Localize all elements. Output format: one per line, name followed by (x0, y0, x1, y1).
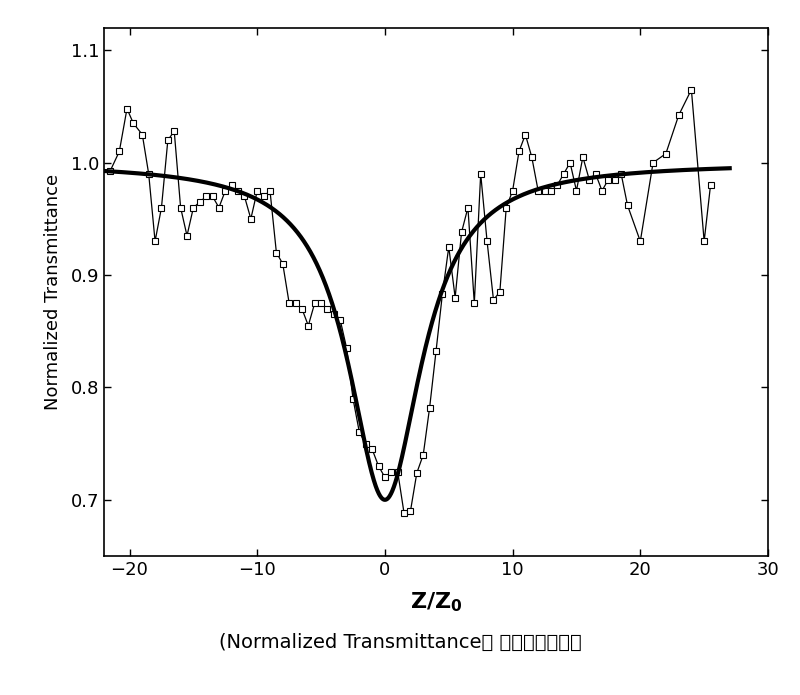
Y-axis label: Normalized Transmittance: Normalized Transmittance (44, 174, 62, 410)
Text: (Normalized Transmittance： 归一化透过率）: (Normalized Transmittance： 归一化透过率） (218, 633, 582, 653)
X-axis label: $\mathbf{Z / Z_0}$: $\mathbf{Z / Z_0}$ (410, 590, 462, 614)
